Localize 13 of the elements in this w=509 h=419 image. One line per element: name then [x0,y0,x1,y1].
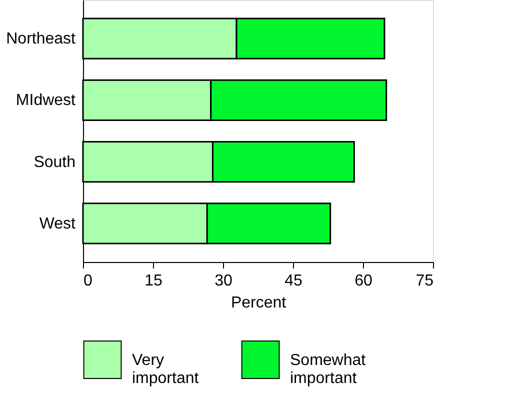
y-tick-label: West [39,215,76,232]
legend-label: Somewhat important [290,352,366,387]
x-tick-label: 0 [84,272,92,290]
x-tick-label: 75 [416,272,434,290]
x-axis-title: Percent [230,294,287,312]
y-tick-label: South [34,154,76,171]
y-tick-label: Northeast [6,30,76,48]
legend-label: Very important [132,352,200,387]
x-tick-label: 15 [144,272,162,290]
y-tick-label: MIdwest [16,92,76,110]
x-tick-label: 60 [354,272,372,290]
x-tick-label: 45 [284,272,302,290]
x-tick-label: 30 [214,272,232,290]
